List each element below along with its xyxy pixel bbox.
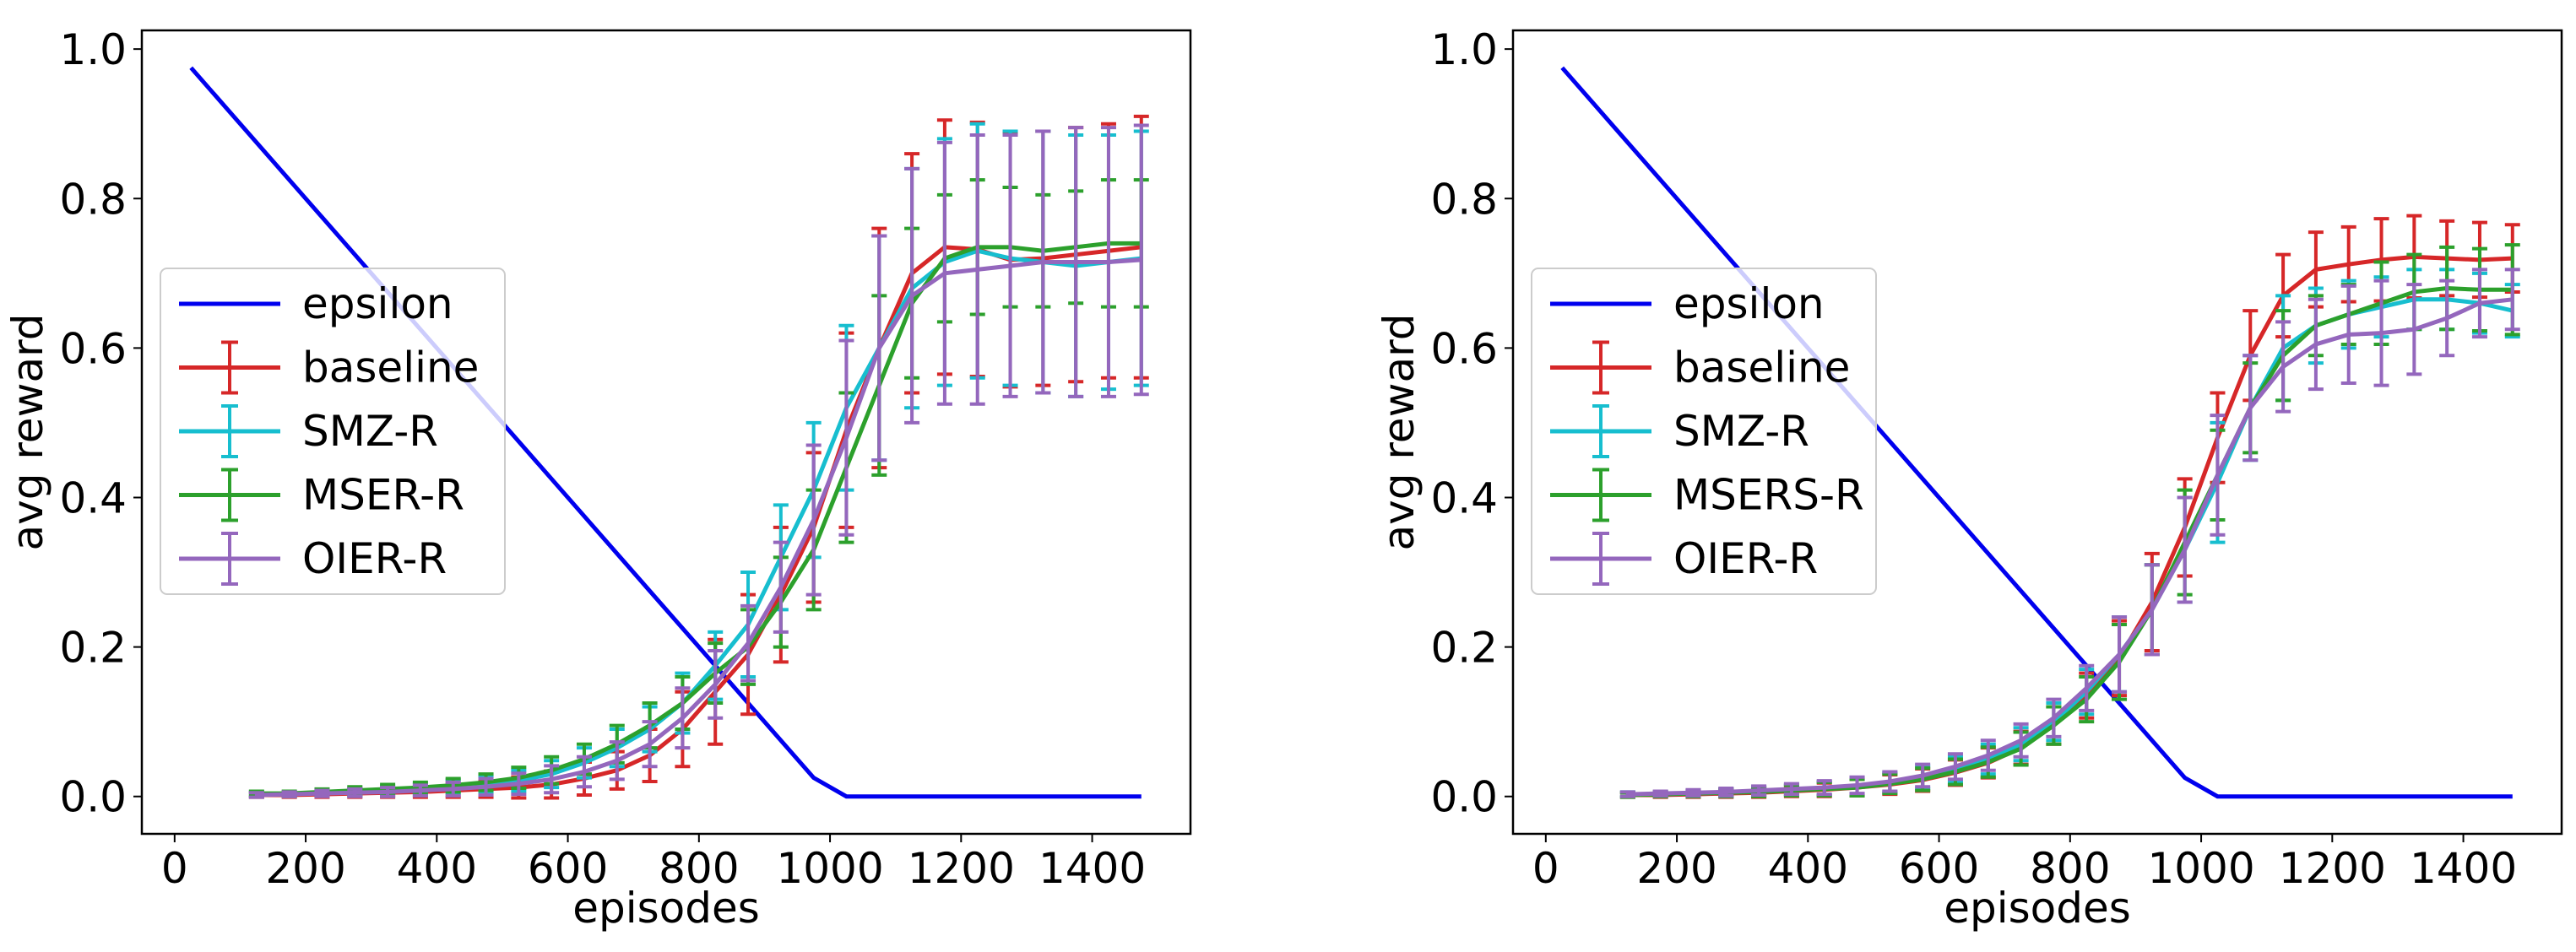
y-tick-label: 0.8 [59,175,127,224]
y-tick-label: 1.0 [59,25,127,74]
x-tick-label: 1400 [2410,844,2517,893]
legend: epsilon baseline SMZ-R MSER-R OIER-R [160,268,506,595]
legend-label: SMZ-R [302,407,438,456]
series-line [256,257,1142,798]
axes-frame [1511,29,2563,836]
legend-label: MSER-R [302,471,464,520]
series-oier-r [248,123,1149,799]
x-tick-label: 600 [1899,844,1979,893]
series-line [1627,297,2514,797]
x-tick-label: 200 [1636,844,1716,893]
x-tick-label: 0 [161,844,188,893]
x-axis-label: episodes [1944,884,2131,933]
legend-label: SMZ-R [1673,407,1809,456]
x-tick-label: 0 [1532,844,1559,893]
y-axis-label: avg reward [3,313,52,550]
y-tick-label: 0.2 [59,624,127,673]
x-tick-label: 1400 [1039,844,1146,893]
y-tick-label: 0.6 [59,324,127,373]
chart-panel-1: 0 200 400 600 800 1000 1200 1400 0.0 0.2 0.4 0.6 0.8… [3,25,1192,933]
legend-label: OIER-R [1673,534,1818,583]
legend-label: epsilon [1673,279,1825,328]
legend-label: OIER-R [302,534,447,583]
x-tick-label: 1000 [2147,844,2254,893]
x-tick-label: 400 [397,844,477,893]
y-tick-label: 0.4 [59,473,127,522]
x-tick-label: 800 [659,844,739,893]
y-tick-label: 0.0 [59,773,127,822]
x-tick-label: 1200 [908,844,1015,893]
legend-frame [1531,268,1877,595]
x-tick-label: 800 [2030,844,2110,893]
x-tick-label: 600 [528,844,608,893]
y-tick-label: 0.0 [1430,773,1498,822]
axes-frame [140,29,1192,836]
chart-panel-2: 0 200 400 600 800 1000 1200 1400 0.0 0.2 0.4 0.6 0.8… [1375,25,2563,933]
legend-label: baseline [1673,343,1850,392]
legend: epsilon baseline SMZ-R MSERS-R OIER-R [1531,268,1877,595]
x-axis-label: episodes [572,884,760,933]
y-tick-label: 0.8 [1430,175,1498,224]
y-tick-label: 0.2 [1430,624,1498,673]
series-oier-r [1619,268,2520,798]
legend-label: baseline [302,343,479,392]
x-tick-label: 1000 [776,844,883,893]
x-tick-label: 1200 [2279,844,2386,893]
x-tick-label: 200 [265,844,345,893]
x-tick-label: 400 [1768,844,1848,893]
y-axis-label: avg reward [1375,313,1424,550]
y-tick-label: 0.4 [1430,473,1498,522]
y-tick-label: 0.6 [1430,324,1498,373]
legend-label: epsilon [302,279,453,328]
legend-frame [160,268,506,595]
y-tick-label: 1.0 [1430,25,1498,74]
series-line [256,241,1142,796]
legend-label: MSERS-R [1673,471,1864,520]
